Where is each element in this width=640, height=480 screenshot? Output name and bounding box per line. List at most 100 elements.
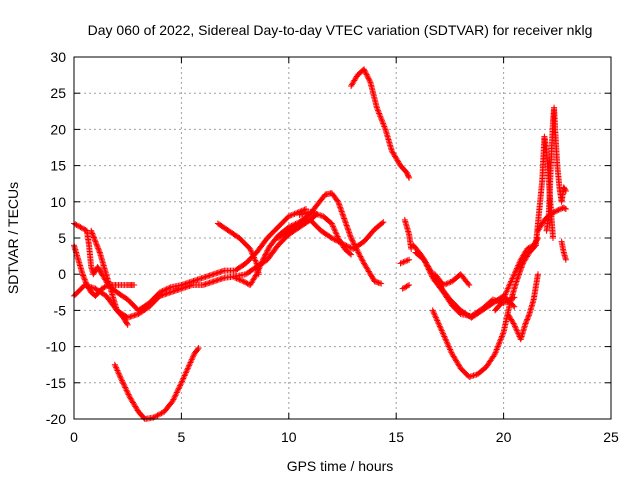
data-point-marker	[76, 223, 83, 230]
data-point-marker	[514, 263, 521, 270]
data-point-marker	[491, 352, 498, 359]
data-point-marker	[347, 250, 354, 257]
data-point-marker	[78, 224, 85, 231]
data-point-marker	[91, 237, 98, 244]
data-point-marker	[90, 234, 97, 241]
data-point-marker	[113, 364, 120, 371]
data-point-marker	[81, 276, 88, 283]
data-point-marker	[510, 320, 517, 327]
data-point-marker	[328, 235, 335, 241]
data-point-marker	[553, 208, 560, 215]
data-point-marker	[445, 343, 452, 350]
data-point-marker	[510, 274, 517, 281]
data-point-marker	[186, 362, 193, 369]
data-point-marker	[331, 227, 338, 234]
data-point-marker	[426, 267, 433, 274]
x-tick-label: 0	[70, 429, 78, 445]
data-point-marker	[328, 220, 335, 227]
data-point-marker	[440, 330, 447, 337]
data-point-marker	[405, 172, 412, 179]
data-point-marker	[493, 347, 500, 354]
data-point-marker	[447, 347, 454, 354]
data-point-marker	[101, 284, 108, 291]
series-arc-u	[543, 104, 569, 234]
y-tick-label: 25	[50, 85, 66, 101]
data-point-marker	[365, 75, 372, 82]
data-point-marker	[154, 412, 161, 419]
x-tick-label: 25	[603, 429, 619, 445]
data-point-marker	[441, 333, 448, 340]
data-point-marker	[346, 243, 353, 250]
data-point-marker	[511, 321, 518, 328]
data-point-marker	[446, 345, 453, 352]
data-point-marker	[74, 222, 81, 229]
data-point-marker	[239, 277, 246, 284]
series-arc-k	[401, 216, 415, 252]
data-point-marker	[498, 300, 505, 307]
data-point-marker	[404, 171, 411, 178]
series-arc-q	[431, 271, 473, 289]
data-point-marker	[439, 329, 446, 336]
data-point-marker	[194, 346, 201, 353]
y-tick-label: 5	[58, 230, 66, 246]
data-point-marker	[425, 266, 432, 273]
data-point-marker	[249, 251, 256, 258]
data-point-marker	[265, 246, 272, 253]
data-point-marker	[251, 254, 258, 261]
data-point-marker	[89, 230, 96, 237]
data-point-marker	[173, 390, 180, 397]
data-point-marker	[380, 219, 387, 226]
data-point-marker	[357, 253, 364, 260]
data-point-marker	[248, 248, 255, 255]
data-point-marker	[513, 265, 520, 272]
data-point-marker	[434, 318, 441, 325]
data-point-marker	[362, 70, 369, 77]
data-point-marker	[509, 275, 516, 282]
data-point-marker	[255, 266, 262, 273]
data-point-marker	[300, 207, 307, 214]
data-point-marker	[504, 285, 511, 292]
data-point-marker	[549, 210, 556, 217]
data-point-marker	[524, 245, 531, 252]
data-point-marker	[443, 337, 450, 344]
data-point-marker	[513, 327, 520, 334]
data-point-marker	[440, 332, 447, 339]
data-point-marker	[358, 254, 365, 261]
data-point-marker	[550, 235, 557, 241]
data-point-marker	[100, 284, 107, 291]
data-point-marker	[120, 380, 127, 387]
data-point-marker	[115, 370, 122, 377]
data-point-marker	[502, 290, 509, 297]
plot-frame	[73, 56, 612, 420]
data-point-marker	[434, 317, 441, 324]
data-point-marker	[169, 397, 176, 404]
data-point-marker	[433, 316, 440, 323]
data-point-marker	[405, 173, 412, 180]
x-tick-label: 15	[388, 429, 404, 445]
y-tick-label: 10	[50, 194, 66, 210]
data-point-marker	[80, 273, 87, 280]
data-point-marker	[443, 339, 450, 346]
y-tick-label: 0	[58, 266, 66, 282]
data-point-marker	[348, 236, 355, 243]
data-point-marker	[514, 329, 521, 336]
data-point-marker	[153, 413, 160, 420]
data-point-marker	[397, 260, 404, 267]
x-tick-label: 10	[281, 429, 297, 445]
data-point-marker	[561, 205, 568, 212]
data-point-marker	[446, 279, 453, 286]
data-point-marker	[399, 285, 406, 292]
data-point-marker	[81, 226, 88, 233]
data-point-marker	[250, 253, 257, 260]
data-point-marker	[330, 223, 337, 230]
grid	[74, 57, 611, 419]
data-point-marker	[562, 256, 569, 263]
data-point-marker	[379, 119, 386, 126]
data-point-marker	[562, 186, 569, 193]
y-tick-label: -5	[54, 302, 67, 318]
data-point-marker	[421, 256, 428, 263]
data-point-marker	[329, 221, 336, 228]
data-point-marker	[290, 211, 297, 218]
data-point-marker	[177, 381, 184, 388]
